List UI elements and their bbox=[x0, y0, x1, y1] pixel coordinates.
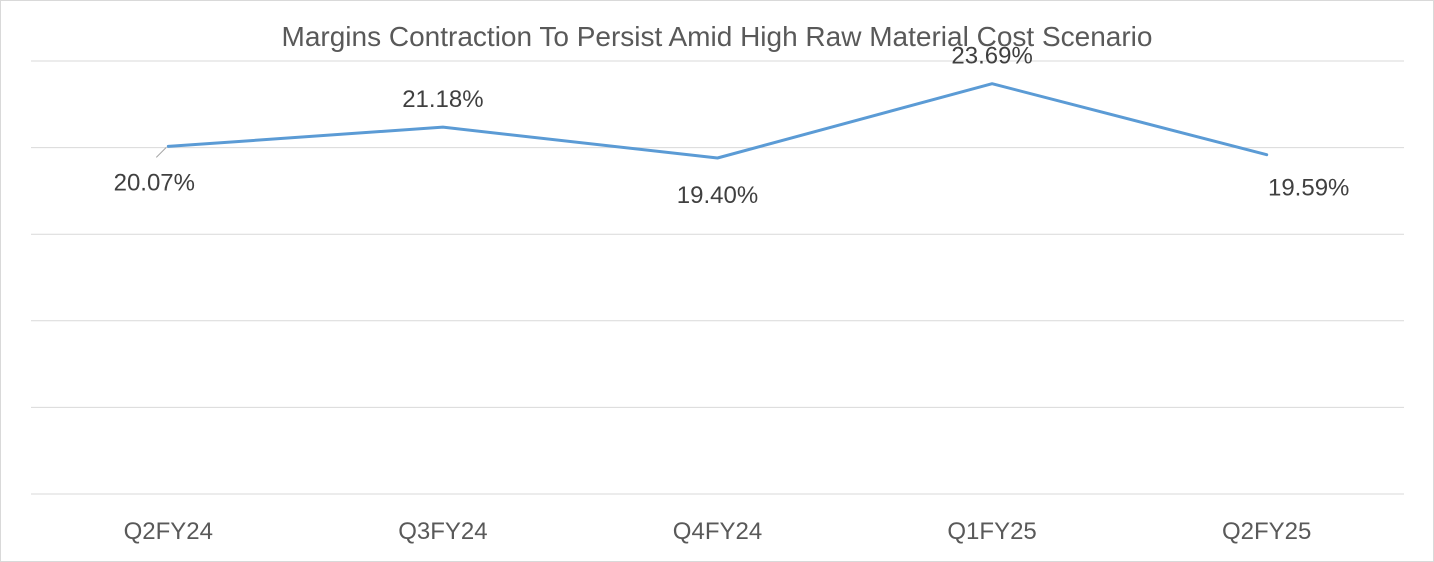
data-label: 20.07% bbox=[114, 169, 195, 196]
data-label: 19.59% bbox=[1268, 175, 1349, 202]
x-tick-label: Q2FY24 bbox=[124, 518, 213, 545]
x-tick-label: Q3FY24 bbox=[398, 518, 487, 545]
data-label: 19.40% bbox=[677, 182, 758, 209]
chart-title: Margins Contraction To Persist Amid High… bbox=[281, 21, 1153, 52]
data-label-leader-line bbox=[155, 147, 167, 158]
x-tick-label: Q4FY24 bbox=[673, 518, 762, 545]
x-tick-label: Q2FY25 bbox=[1222, 518, 1311, 545]
series-line bbox=[166, 82, 1269, 160]
data-label: 23.69% bbox=[951, 43, 1032, 70]
x-tick-label: Q1FY25 bbox=[947, 518, 1036, 545]
data-label: 21.18% bbox=[402, 86, 483, 113]
